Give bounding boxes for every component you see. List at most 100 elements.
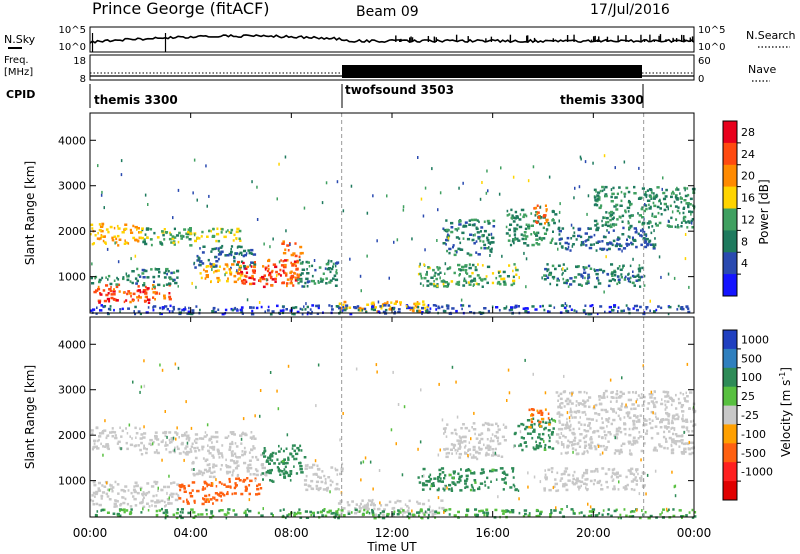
- power-cell: [676, 186, 678, 190]
- power-cell: [195, 305, 198, 308]
- velocity-cell: [416, 500, 419, 504]
- velocity-cell: [422, 483, 426, 487]
- velocity-scatter-cell: [411, 509, 413, 513]
- power-cell: [468, 266, 472, 270]
- power-cell: [556, 283, 559, 287]
- velocity-cell: [669, 397, 674, 400]
- velocity-cell: [165, 504, 167, 507]
- power-cell: [631, 214, 634, 217]
- power-colorbar-cell-1: [723, 142, 737, 166]
- power-cell: [640, 275, 643, 279]
- power-colorbar-cell-2: [723, 164, 737, 188]
- velocity-cell: [570, 508, 574, 511]
- velocity-cell: [108, 498, 112, 501]
- velocity-cell: [620, 450, 623, 454]
- power-cell: [584, 232, 588, 235]
- velocity-cell: [246, 469, 250, 472]
- velocity-cell: [527, 514, 531, 517]
- power-cell: [652, 201, 655, 205]
- velocity-cell: [371, 510, 375, 513]
- velocity-cell: [192, 472, 195, 476]
- velocity-cell: [554, 482, 558, 486]
- power-cell: [235, 263, 239, 266]
- velocity-cell: [408, 499, 411, 503]
- power-cell: [595, 190, 597, 193]
- velocity-cell: [566, 402, 570, 406]
- power-cell: [665, 205, 669, 208]
- velocity-cell: [601, 436, 604, 440]
- power-scatter-cell: [275, 274, 278, 278]
- velocity-cell: [196, 489, 200, 493]
- velocity-cell: [309, 510, 312, 514]
- velocity-cell: [486, 476, 489, 480]
- power-cell: [435, 277, 438, 281]
- power-cell: [380, 307, 383, 310]
- power-cell: [442, 242, 446, 245]
- power-cell: [169, 231, 171, 235]
- power-cell: [229, 273, 233, 276]
- velocity-cell: [246, 508, 249, 511]
- velocity-cell: [129, 443, 134, 447]
- power-cell: [651, 214, 653, 218]
- velocity-cell: [539, 445, 543, 448]
- velocity-cell: [210, 482, 213, 485]
- velocity-cell: [225, 458, 227, 462]
- power-cell: [191, 309, 195, 312]
- velocity-cell: [92, 480, 96, 484]
- power-cell: [561, 273, 563, 276]
- velocity-cell: [469, 488, 472, 492]
- power-cell: [475, 227, 479, 231]
- power-cell: [137, 289, 141, 292]
- velocity-cell: [670, 451, 675, 455]
- velocity-cell: [670, 421, 674, 425]
- velocity-scatter-cell: [157, 486, 159, 490]
- velocity-cell: [484, 480, 486, 484]
- power-cell: [144, 233, 147, 236]
- velocity-cell: [643, 400, 646, 403]
- velocity-cell: [581, 411, 584, 414]
- power-cell: [293, 260, 297, 263]
- power-cell: [584, 304, 587, 307]
- velocity-cell: [239, 434, 243, 437]
- velocity-cell: [199, 470, 203, 473]
- velocity-cell: [367, 499, 370, 502]
- velocity-cell: [293, 444, 296, 447]
- velocity-cell: [169, 441, 171, 444]
- velocity-cell: [613, 487, 616, 491]
- power-cell: [129, 300, 132, 304]
- power-cell: [258, 279, 262, 282]
- power-cell: [324, 267, 327, 270]
- velocity-cell: [664, 390, 668, 394]
- power-cell: [152, 291, 156, 294]
- velocity-cell: [633, 407, 637, 410]
- velocity-cell: [154, 501, 158, 504]
- power-cell: [130, 231, 134, 234]
- power-cell: [134, 305, 137, 309]
- velocity-cell: [424, 510, 427, 513]
- velocity-cell: [178, 497, 182, 500]
- velocity-cell: [655, 400, 658, 404]
- power-cell: [361, 307, 365, 311]
- velocity-cell: [604, 408, 607, 412]
- velocity-cell: [662, 418, 664, 421]
- power-cell: [236, 227, 240, 231]
- power-cell: [525, 214, 528, 218]
- power-cell: [474, 268, 478, 272]
- power-cell: [580, 275, 584, 278]
- power-cell: [251, 274, 254, 278]
- velocity-cell: [691, 508, 694, 512]
- power-cell: [680, 221, 683, 224]
- velocity-cell: [281, 459, 285, 463]
- velocity-cell: [459, 479, 462, 482]
- power-cell: [317, 306, 320, 310]
- power-cell: [292, 312, 296, 316]
- power-cell: [526, 244, 530, 247]
- velocity-cell: [207, 444, 209, 447]
- power-cell: [604, 223, 607, 227]
- velocity-cell: [208, 469, 211, 472]
- velocity-cell: [226, 511, 229, 514]
- power-scatter-cell: [541, 276, 543, 280]
- power-cell: [146, 295, 148, 299]
- velocity-cell: [338, 488, 340, 491]
- velocity-cell: [186, 498, 188, 502]
